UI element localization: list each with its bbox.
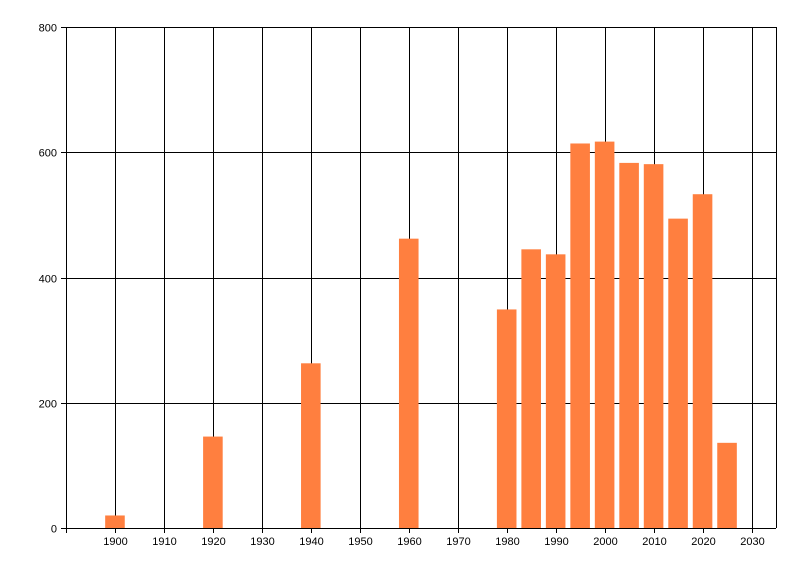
bar-1920: [203, 436, 223, 528]
bar-2000: [594, 141, 615, 528]
x-tick-label-1910: 1910: [152, 536, 176, 548]
bars: [105, 141, 737, 529]
bar-1900: [105, 515, 125, 528]
bar-1960: [398, 238, 419, 529]
bar-2015: [668, 218, 688, 528]
bar-2010: [643, 164, 664, 528]
y-tick-label-0: 0: [51, 524, 57, 536]
tick-labels: 0 200 400 600 800 1900 1910 1920 1930 1940 1950 196…: [39, 23, 765, 549]
x-tick-label-2010: 2010: [642, 536, 666, 548]
x-tick-label-1950: 1950: [348, 536, 372, 548]
bar-2020: [692, 194, 713, 529]
y-tick-label-400: 400: [39, 274, 57, 286]
x-tick-label-1920: 1920: [201, 536, 225, 548]
x-tick-label-2030: 2030: [740, 536, 764, 548]
bar-1995: [570, 143, 590, 529]
y-tick-label-800: 800: [39, 23, 57, 35]
x-tick-label-1990: 1990: [544, 536, 568, 548]
bar-1940: [301, 363, 321, 528]
x-tick-label-1900: 1900: [103, 536, 127, 548]
x-tick-label-1970: 1970: [446, 536, 470, 548]
y-tick-label-200: 200: [39, 399, 57, 411]
x-tick-label-1930: 1930: [250, 536, 274, 548]
x-tick-label-2020: 2020: [691, 536, 715, 548]
x-tick-label-1960: 1960: [397, 536, 421, 548]
x-tick-label-1980: 1980: [495, 536, 519, 548]
x-tick-label-2000: 2000: [593, 536, 617, 548]
bar-2025: [717, 442, 737, 528]
bar-1980: [496, 309, 517, 528]
x-tick-label-1940: 1940: [299, 536, 323, 548]
y-tick-label-600: 600: [39, 148, 57, 160]
bar-1990: [545, 254, 566, 529]
axes: [61, 27, 777, 533]
bar-2005: [619, 162, 639, 529]
bar-1985: [521, 249, 541, 528]
